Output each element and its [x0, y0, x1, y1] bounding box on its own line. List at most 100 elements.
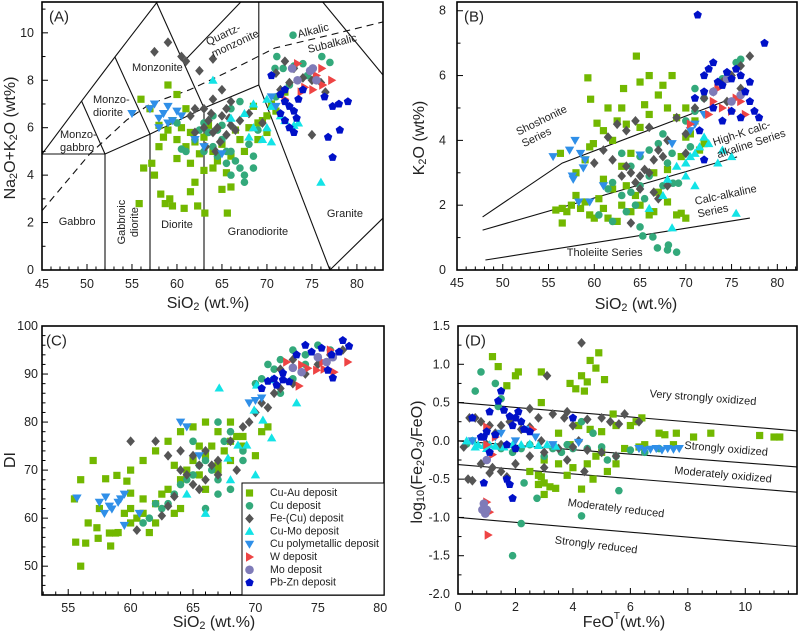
point-cu-au-deposit: [151, 447, 160, 455]
point-w-deposit: [718, 103, 728, 113]
point-cu-deposit: [691, 84, 699, 93]
label-segment: O (wt%): [411, 101, 428, 159]
point-cu-deposit: [222, 159, 231, 168]
label-segment: FeO: [583, 614, 614, 631]
legend-marker-mo-deposit: [245, 565, 254, 575]
point-cu-polymetallic-deposit: [172, 107, 182, 116]
label-segment: DI: [2, 452, 19, 468]
point-fe-cu-deposit: [612, 119, 622, 130]
point-fe-cu-deposit: [658, 151, 668, 162]
point-cu-deposit: [189, 471, 197, 479]
point-cu-au-deposit: [223, 209, 231, 217]
point-cu-polymetallic-deposit: [578, 164, 588, 173]
field-label-line: Tholeiite Series: [567, 247, 643, 259]
point-pb-zn-deposit: [327, 350, 336, 359]
point-pb-zn-deposit: [294, 94, 303, 103]
point-cu-au-deposit: [173, 154, 181, 163]
field-boundary-line: [81, 100, 106, 155]
point-cu-au-deposit: [72, 538, 80, 546]
point-pb-zn-deposit: [334, 347, 344, 356]
point-cu-mo-deposit: [525, 439, 535, 448]
point-cu-deposit: [672, 248, 681, 256]
point-cu-au-deposit: [239, 432, 247, 441]
point-cu-au-deposit: [682, 104, 690, 112]
point-w-deposit: [484, 530, 493, 540]
series-pb-zn-deposit: [690, 10, 769, 164]
point-pb-zn-deposit: [736, 71, 745, 80]
point-mo-deposit: [288, 363, 298, 373]
point-cu-au-deposit: [552, 206, 560, 214]
point-pb-zn-deposit: [344, 341, 354, 350]
point-cu-au-deposit: [272, 107, 280, 115]
point-w-deposit: [304, 363, 313, 373]
point-cu-au-deposit: [70, 495, 79, 503]
point-fe-cu-deposit: [608, 154, 617, 165]
label-segment: T: [614, 611, 620, 622]
point-cu-deposit: [249, 152, 258, 160]
point-cu-au-deposit: [600, 376, 609, 384]
point-cu-deposit: [622, 207, 631, 216]
label-segment: log: [409, 502, 426, 523]
point-cu-deposit: [326, 58, 334, 67]
point-cu-au-deposit: [95, 504, 104, 513]
point-cu-au-deposit: [158, 490, 166, 498]
y-tick-label: 4: [439, 133, 446, 147]
point-w-deposit: [298, 360, 307, 370]
point-cu-au-deposit: [127, 519, 135, 527]
field-label: Granodiorite: [228, 226, 289, 238]
point-cu-polymetallic-deposit: [668, 445, 679, 454]
y-tick-label: 0.0: [433, 434, 450, 448]
point-cu-polymetallic-deposit: [163, 102, 173, 111]
point-pb-zn-deposit: [317, 343, 326, 352]
point-cu-deposit: [608, 178, 617, 187]
point-cu-mo-deposit: [690, 181, 700, 190]
point-cu-au-deposit: [176, 428, 185, 436]
x-tick-label: 55: [125, 277, 139, 291]
point-pb-zn-deposit: [298, 85, 308, 94]
point-cu-au-deposit: [613, 217, 621, 225]
point-cu-deposit: [176, 480, 185, 489]
plot-area: [42, 2, 383, 270]
y-tick-label: 2: [439, 198, 446, 212]
point-cu-au-deposit: [668, 71, 676, 80]
point-mo-deposit: [312, 75, 321, 85]
point-cu-deposit: [508, 551, 517, 560]
point-cu-mo-deposit: [242, 440, 252, 449]
point-cu-au-deposit: [586, 356, 594, 365]
point-w-deposit: [705, 109, 714, 120]
field-boundary-line: [458, 402, 797, 432]
point-w-deposit: [686, 119, 695, 129]
point-cu-au-deposit: [201, 418, 210, 426]
point-cu-mo-deposit: [671, 161, 682, 170]
label-segment: 2: [8, 134, 20, 140]
point-fe-cu-deposit: [170, 491, 179, 502]
point-cu-deposit: [617, 149, 626, 158]
label-segment: Na: [2, 179, 19, 200]
field-label-line: Monzo-: [93, 94, 130, 106]
point-pb-zn-deposit: [301, 340, 310, 349]
point-cu-au-deposit: [105, 529, 114, 537]
series-pb-zn-deposit: [468, 386, 578, 502]
point-cu-polymetallic-deposit: [115, 495, 126, 504]
point-fe-cu-deposit: [150, 46, 159, 57]
point-fe-cu-deposit: [635, 184, 645, 194]
point-cu-mo-deposit: [257, 134, 268, 144]
legend-box: [241, 482, 385, 596]
x-tick-label: 70: [679, 276, 693, 290]
point-cu-au-deposit: [593, 119, 601, 127]
legend-item-cu-deposit: Cu deposit: [245, 500, 321, 512]
point-cu-au-deposit: [164, 126, 172, 134]
point-fe-cu-deposit: [213, 470, 223, 480]
x-axis-label: SiO2 (wt.%): [167, 295, 250, 314]
x-tick-label: 10: [738, 600, 752, 614]
point-cu-au-deposit: [645, 71, 653, 80]
y-tick-label: 4: [27, 168, 34, 182]
point-fe-cu-deposit: [459, 442, 469, 452]
point-cu-deposit: [226, 485, 235, 494]
point-fe-cu-deposit: [213, 455, 223, 466]
field-boundary-line: [458, 464, 797, 493]
x-tick-label: 60: [587, 276, 601, 290]
point-cu-mo-deposit: [266, 101, 277, 110]
